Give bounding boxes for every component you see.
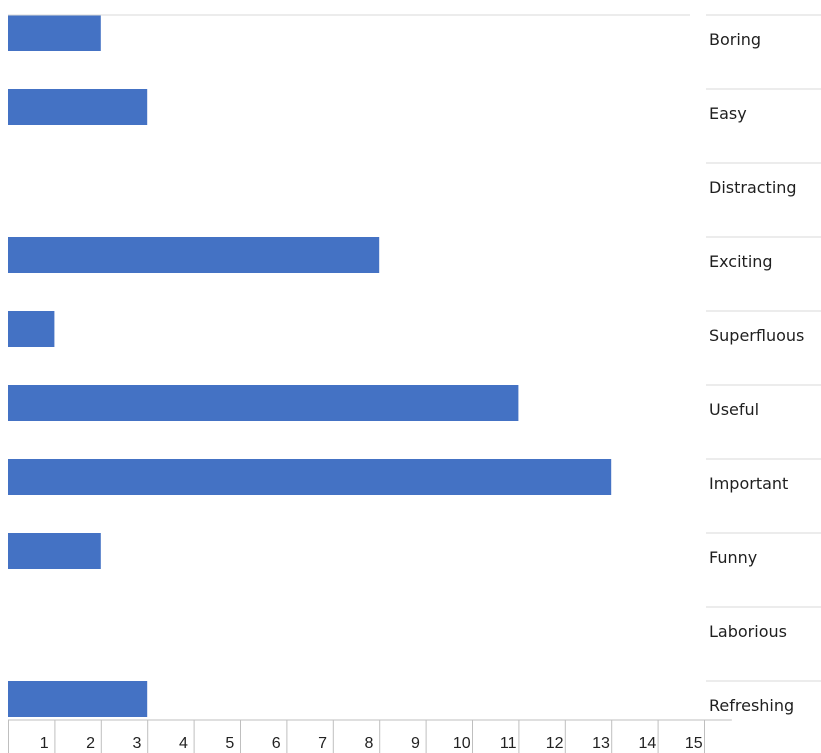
x-tick-label: 2 <box>86 735 95 752</box>
bar-refreshing <box>8 681 148 717</box>
bar-important <box>8 459 612 495</box>
category-label: Exciting <box>709 252 773 271</box>
category-label: Laborious <box>709 622 787 641</box>
bars-group <box>8 15 612 717</box>
category-label: Important <box>709 474 788 493</box>
x-tick-label: 7 <box>318 735 327 752</box>
bar-useful <box>8 385 519 421</box>
category-label: Boring <box>709 30 761 49</box>
x-tick-label: 10 <box>453 735 471 752</box>
x-tick-label: 9 <box>411 735 420 752</box>
category-label: Easy <box>709 104 747 123</box>
x-tick-label: 12 <box>546 735 564 752</box>
category-label: Superfluous <box>709 326 804 345</box>
x-tick-label: 1 <box>40 735 49 752</box>
x-tick-label: 11 <box>500 735 517 752</box>
category-label: Funny <box>709 548 757 567</box>
x-tick-label: 14 <box>639 735 657 752</box>
x-tick-label: 8 <box>365 735 374 752</box>
category-label: Useful <box>709 400 759 419</box>
x-tick-label: 3 <box>133 735 142 752</box>
x-tick-label: 4 <box>179 735 188 752</box>
bar-superfluous <box>8 311 55 347</box>
bar-boring <box>8 15 101 51</box>
category-label: Distracting <box>709 178 797 197</box>
x-axis: 1 2 3 4 5 6 7 8 9 10 11 12 13 14 15 <box>8 14 821 753</box>
bar-funny <box>8 533 101 569</box>
bar-exciting <box>8 237 380 273</box>
bar-easy <box>8 89 148 125</box>
x-tick-label: 5 <box>225 735 234 752</box>
x-tick-label: 15 <box>685 735 703 752</box>
category-label: Refreshing <box>709 696 794 715</box>
x-tick-label: 13 <box>592 735 610 752</box>
category-labels: Boring Easy Distracting Exciting Superfluous… <box>709 30 804 715</box>
x-tick-label: 6 <box>272 735 281 752</box>
